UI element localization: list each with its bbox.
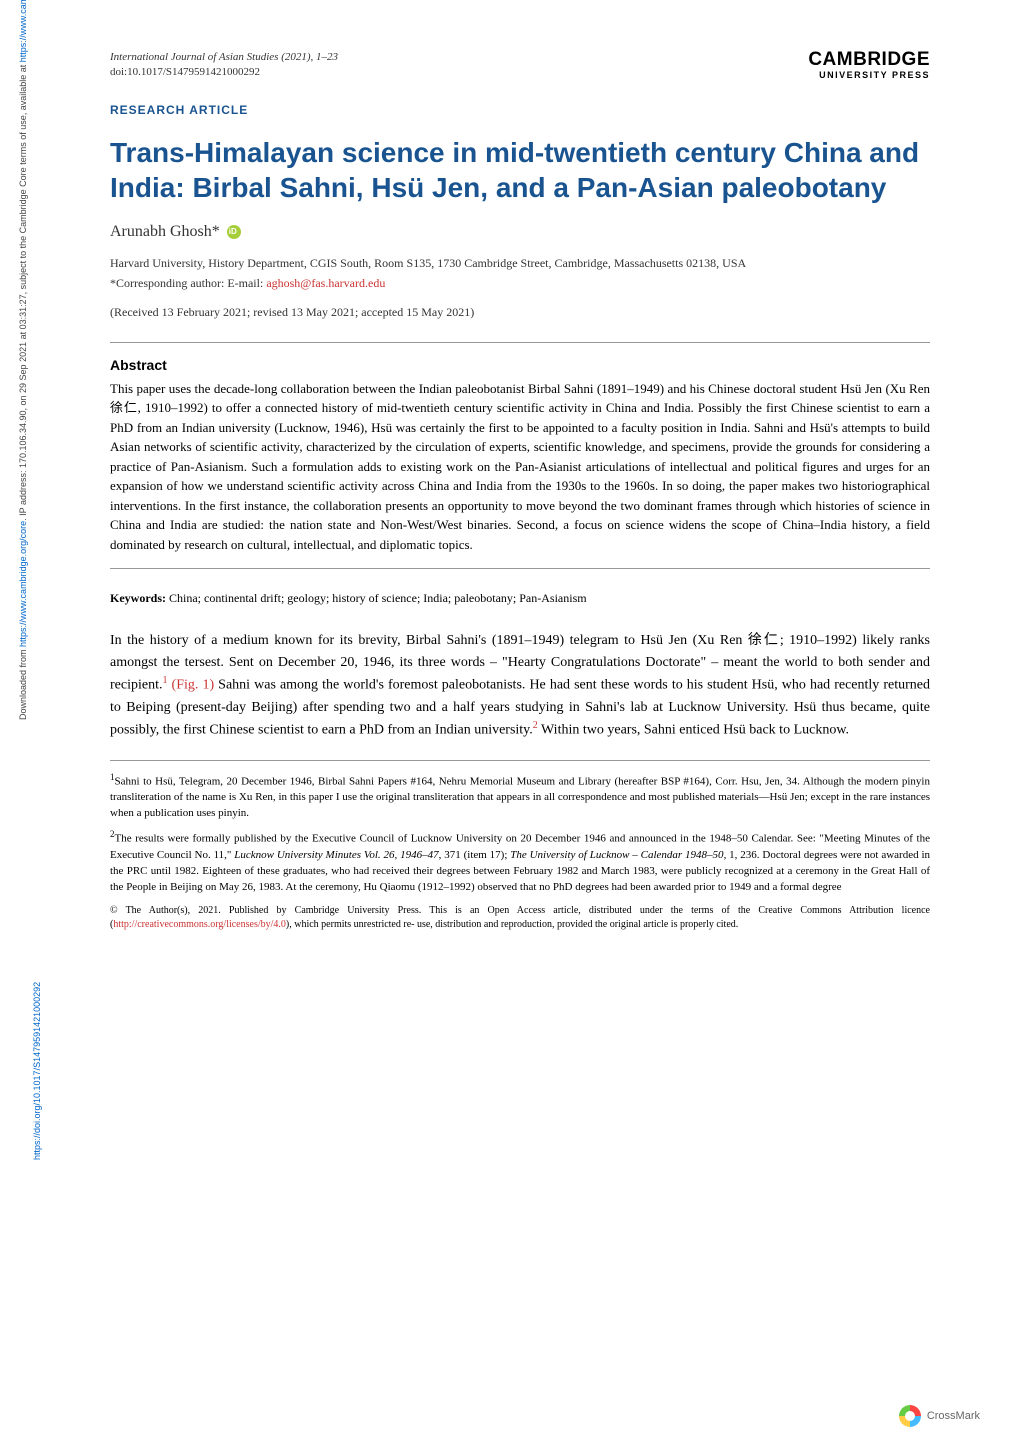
keywords-text: China; continental drift; geology; histo…: [169, 591, 587, 605]
journal-doi: doi:10.1017/S1479591421000292: [110, 66, 260, 78]
journal-name: International Journal of Asian Studies: [110, 51, 278, 63]
page-container: International Journal of Asian Studies (…: [0, 0, 1020, 1447]
figure-link-1[interactable]: (Fig. 1): [172, 678, 215, 693]
journal-year-pages: (2021), 1–23: [281, 51, 338, 63]
copyright-text-b: ), which permits unrestricted re- use, d…: [286, 919, 738, 930]
keywords-label: Keywords:: [110, 591, 166, 605]
author-name: Arunabh Ghosh*: [110, 223, 220, 240]
publisher-logo: CAMBRIDGE UNIVERSITY PRESS: [808, 50, 930, 81]
footnote-2-italic-1: Lucknow University Minutes Vol. 26, 1946…: [234, 849, 438, 861]
corresponding-author: *Corresponding author: E-mail: aghosh@fa…: [110, 276, 930, 291]
crossmark-badge[interactable]: CrossMark: [899, 1405, 980, 1427]
corresponding-email[interactable]: aghosh@fas.harvard.edu: [266, 276, 385, 290]
corresponding-label: *Corresponding author: E-mail:: [110, 276, 263, 290]
body-text-1c: Within two years, Sahni enticed Hsü back…: [538, 723, 849, 738]
publisher-name: CAMBRIDGE: [808, 50, 930, 71]
article-title: Trans-Himalayan science in mid-twentieth…: [110, 135, 930, 205]
article-type: RESEARCH ARTICLE: [110, 103, 930, 117]
crossmark-icon: [899, 1405, 921, 1427]
footnotes-section: 1Sahni to Hsü, Telegram, 20 December 194…: [110, 760, 930, 932]
footnote-2: 2The results were formally published by …: [110, 828, 930, 895]
article-dates: (Received 13 February 2021; revised 13 M…: [110, 305, 930, 320]
body-paragraph-1: In the history of a medium known for its…: [110, 630, 930, 742]
footnote-2-text-b: , 371 (item 17);: [439, 849, 511, 861]
header-row: International Journal of Asian Studies (…: [110, 50, 930, 81]
journal-info: International Journal of Asian Studies (…: [110, 50, 338, 81]
footnote-ref-1[interactable]: 1: [162, 675, 167, 686]
footnote-1: 1Sahni to Hsü, Telegram, 20 December 194…: [110, 771, 930, 822]
publisher-subtitle: UNIVERSITY PRESS: [808, 71, 930, 81]
author-affiliation: Harvard University, History Department, …: [110, 255, 930, 272]
copyright-license-link[interactable]: http://creativecommons.org/licenses/by/4…: [113, 919, 286, 930]
abstract-text: This paper uses the decade-long collabor…: [110, 379, 930, 555]
footnote-1-text: Sahni to Hsü, Telegram, 20 December 1946…: [110, 775, 930, 819]
copyright-notice: © The Author(s), 2021. Published by Camb…: [110, 904, 930, 932]
orcid-icon[interactable]: [227, 225, 241, 239]
abstract-heading: Abstract: [110, 357, 930, 373]
keywords-line: Keywords: China; continental drift; geol…: [110, 591, 930, 606]
abstract-box: Abstract This paper uses the decade-long…: [110, 342, 930, 570]
author-line: Arunabh Ghosh*: [110, 223, 930, 241]
crossmark-label: CrossMark: [927, 1410, 980, 1422]
footnote-2-italic-2: The University of Lucknow – Calendar 194…: [510, 849, 723, 861]
